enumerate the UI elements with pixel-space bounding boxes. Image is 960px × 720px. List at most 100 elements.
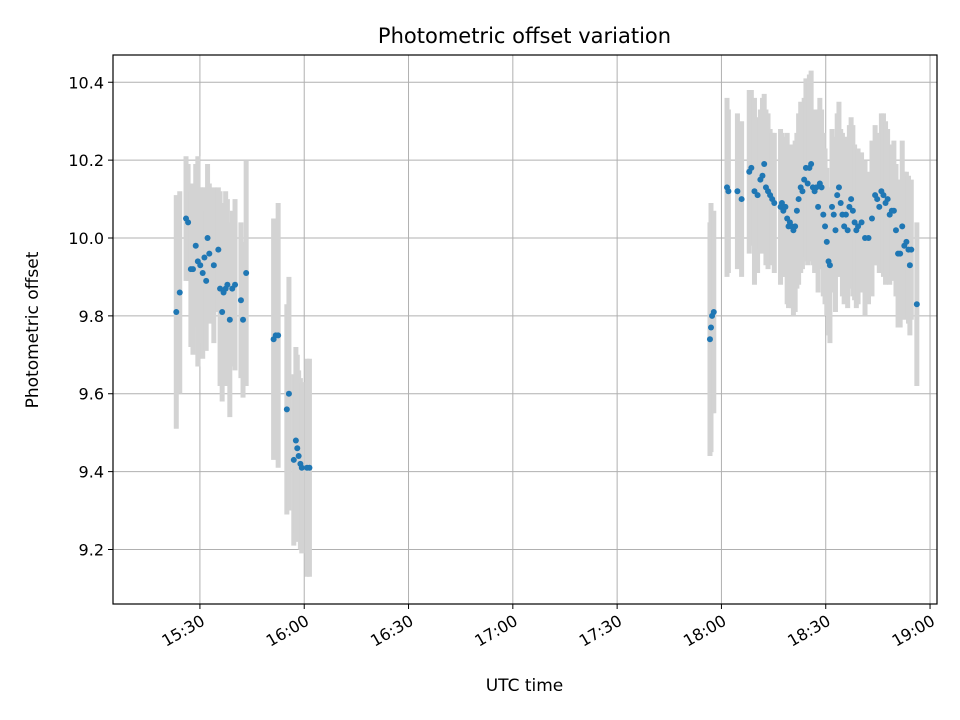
data-point	[890, 207, 897, 214]
data-point	[275, 332, 282, 339]
data-point	[829, 203, 836, 210]
data-point	[782, 203, 789, 210]
data-point	[858, 219, 865, 226]
y-tick-label: 10.2	[68, 151, 104, 170]
data-point	[842, 211, 849, 218]
data-point	[908, 246, 915, 253]
data-point	[285, 390, 292, 397]
data-point	[846, 203, 853, 210]
data-point	[832, 227, 839, 234]
data-point	[237, 297, 244, 304]
data-point	[837, 199, 844, 206]
data-point	[792, 223, 799, 230]
data-point	[848, 196, 855, 203]
data-point	[734, 188, 741, 195]
data-point	[913, 301, 920, 308]
data-point	[217, 285, 224, 292]
data-point	[820, 211, 827, 218]
data-point	[892, 227, 899, 234]
data-point	[818, 184, 825, 191]
data-point	[849, 207, 856, 214]
data-point	[795, 196, 802, 203]
data-point	[778, 199, 785, 206]
data-point	[215, 246, 222, 253]
data-point	[826, 262, 833, 269]
data-point	[219, 308, 226, 315]
data-point	[204, 235, 211, 241]
data-point	[206, 250, 213, 257]
chart-title: Photometric offset variation	[378, 24, 671, 48]
data-point	[283, 406, 290, 413]
plot-frame	[112, 54, 938, 605]
data-point	[815, 203, 822, 210]
data-point	[295, 453, 302, 460]
data-point	[201, 254, 208, 261]
data-point	[754, 192, 761, 199]
y-tick-label: 10.0	[68, 229, 104, 248]
data-point	[173, 308, 180, 315]
data-point	[813, 184, 820, 191]
data-point	[793, 207, 800, 214]
data-point	[240, 316, 247, 323]
data-point	[290, 456, 297, 463]
data-points	[173, 161, 920, 471]
data-point	[822, 223, 829, 230]
data-point	[294, 445, 301, 452]
data-point	[306, 464, 313, 471]
data-point	[899, 223, 906, 230]
data-point	[189, 266, 196, 273]
data-point	[738, 196, 745, 203]
data-point	[192, 242, 199, 249]
data-point	[868, 215, 875, 222]
data-point	[243, 270, 250, 277]
data-point	[876, 203, 883, 210]
data-point	[844, 227, 851, 234]
data-point	[725, 188, 732, 195]
data-point	[199, 270, 206, 277]
data-point	[834, 192, 841, 199]
y-tick-label: 10.4	[68, 73, 104, 92]
data-point	[880, 192, 887, 199]
y-axis-label: Photometric offset	[23, 251, 43, 408]
y-tick-label: 9.8	[79, 307, 104, 326]
data-point	[841, 223, 848, 230]
data-point	[203, 277, 210, 284]
data-point	[710, 308, 717, 315]
data-point	[804, 180, 811, 187]
data-point	[748, 164, 755, 171]
y-tick-label: 9.6	[79, 385, 104, 404]
data-point	[176, 289, 183, 296]
data-point	[197, 262, 204, 269]
data-point	[903, 238, 910, 245]
data-point	[761, 161, 768, 168]
data-point	[232, 281, 239, 288]
data-point	[185, 219, 192, 226]
data-point	[210, 262, 217, 269]
data-point	[855, 223, 862, 230]
data-point	[884, 196, 891, 203]
data-point	[897, 250, 904, 257]
data-point	[759, 172, 766, 179]
data-point	[226, 316, 233, 323]
data-point	[224, 281, 231, 288]
data-point	[808, 161, 815, 168]
data-point	[835, 184, 842, 191]
data-point	[771, 199, 778, 206]
y-tick-label: 9.2	[79, 540, 104, 559]
data-point	[823, 238, 830, 245]
y-tick-label: 9.4	[79, 463, 104, 482]
data-point	[830, 211, 837, 218]
data-point	[292, 437, 299, 444]
data-point	[706, 336, 713, 343]
data-point	[865, 235, 872, 241]
data-point	[801, 176, 808, 183]
data-point	[906, 262, 913, 269]
data-point	[799, 188, 806, 195]
data-point	[851, 219, 858, 226]
x-axis-label: UTC time	[486, 676, 564, 696]
data-point	[874, 196, 881, 203]
data-point	[708, 324, 715, 331]
data-point	[298, 464, 305, 471]
